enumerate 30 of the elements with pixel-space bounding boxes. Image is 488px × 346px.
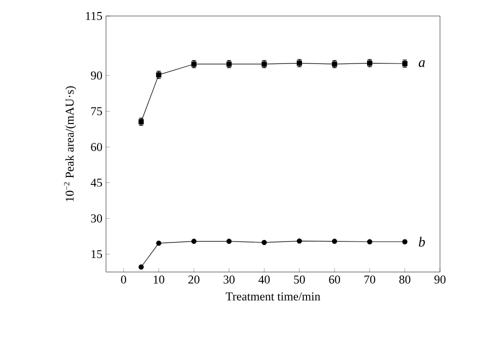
x-tick-label: 70: [364, 276, 376, 284]
x-axis-title: Treatment time/min: [226, 292, 320, 300]
point: [138, 264, 144, 270]
x-tick-label: 40: [258, 276, 270, 284]
y-tick-label: 90: [90, 71, 102, 80]
point: [296, 238, 302, 244]
x-tick-label: 60: [329, 276, 340, 284]
x-tick-label: 50: [294, 276, 305, 284]
point: [332, 238, 338, 244]
y-tick-label: 15: [92, 250, 102, 258]
x-tick-label: 90: [434, 276, 446, 284]
point: [367, 239, 372, 244]
point: [402, 239, 408, 244]
series-label: a: [418, 60, 425, 67]
x-tick-label: 10: [154, 276, 164, 284]
y-tick-label: 75: [91, 107, 102, 116]
point: [226, 238, 232, 244]
y-axis-title: 10$^{−2}$ Peak area/(mAU·s): [64, 86, 76, 202]
x-tick-label: 20: [188, 276, 200, 284]
y-tick-label: 30: [91, 214, 102, 222]
series-label: b: [418, 236, 425, 247]
y-tick-label: 115: [86, 12, 102, 20]
x-tick-label: 0: [121, 276, 126, 284]
point: [191, 238, 196, 244]
point: [262, 240, 267, 246]
point: [156, 240, 162, 246]
y-tick-label: 45: [90, 178, 102, 187]
x-tick-label: 80: [399, 276, 410, 284]
y-tick-label: 60: [91, 142, 102, 151]
x-tick-label: 30: [224, 276, 235, 284]
